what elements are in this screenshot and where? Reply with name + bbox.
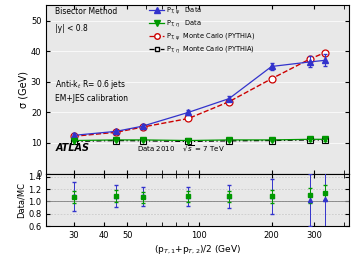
Y-axis label: Data/MC: Data/MC	[16, 182, 25, 218]
Y-axis label: σ (GeV): σ (GeV)	[18, 71, 28, 108]
X-axis label: (p$_{T,1}$+p$_{T,2}$)/2 (GeV): (p$_{T,1}$+p$_{T,2}$)/2 (GeV)	[154, 243, 241, 256]
Text: |y| < 0.8: |y| < 0.8	[56, 24, 88, 33]
Text: ATLAS: ATLAS	[56, 143, 89, 153]
Text: EM+JES calibration: EM+JES calibration	[56, 94, 129, 103]
Legend: P$_{T,\psi}$   Data, P$_{T,\eta}$   Data, P$_{T,\psi}$  Monte Carlo (PYTHIA), P$: P$_{T,\psi}$ Data, P$_{T,\eta}$ Data, P$…	[147, 3, 258, 59]
Text: Anti-k$_{t}$ R= 0.6 jets: Anti-k$_{t}$ R= 0.6 jets	[56, 78, 127, 91]
Text: Bisector Method: Bisector Method	[56, 7, 117, 16]
Text: Data 2010    $\sqrt{s}$ = 7 TeV: Data 2010 $\sqrt{s}$ = 7 TeV	[137, 143, 225, 153]
